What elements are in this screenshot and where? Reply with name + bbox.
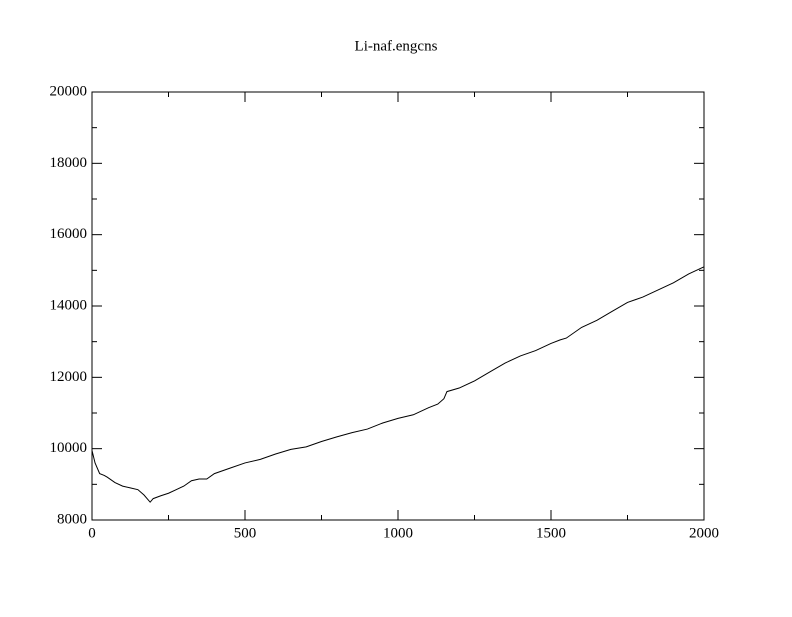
x-tick-label: 500: [234, 525, 257, 541]
y-tick-label: 8000: [57, 511, 87, 527]
plot-frame: [91, 91, 705, 521]
y-tick-label: 10000: [50, 440, 88, 456]
y-tick-label: 12000: [50, 369, 88, 385]
y-tick-label: 18000: [50, 155, 88, 171]
x-tick-label: 2000: [689, 525, 719, 541]
x-tick-label: 0: [88, 525, 96, 541]
x-tick-label: 1500: [536, 525, 566, 541]
y-tick-label: 14000: [50, 297, 88, 313]
chart-title: Li-naf.engcns: [355, 38, 438, 54]
y-tick-label: 16000: [50, 226, 88, 242]
x-tick-label: 1000: [383, 525, 413, 541]
y-tick-label: 20000: [50, 83, 88, 99]
data-line: [91, 266, 705, 503]
